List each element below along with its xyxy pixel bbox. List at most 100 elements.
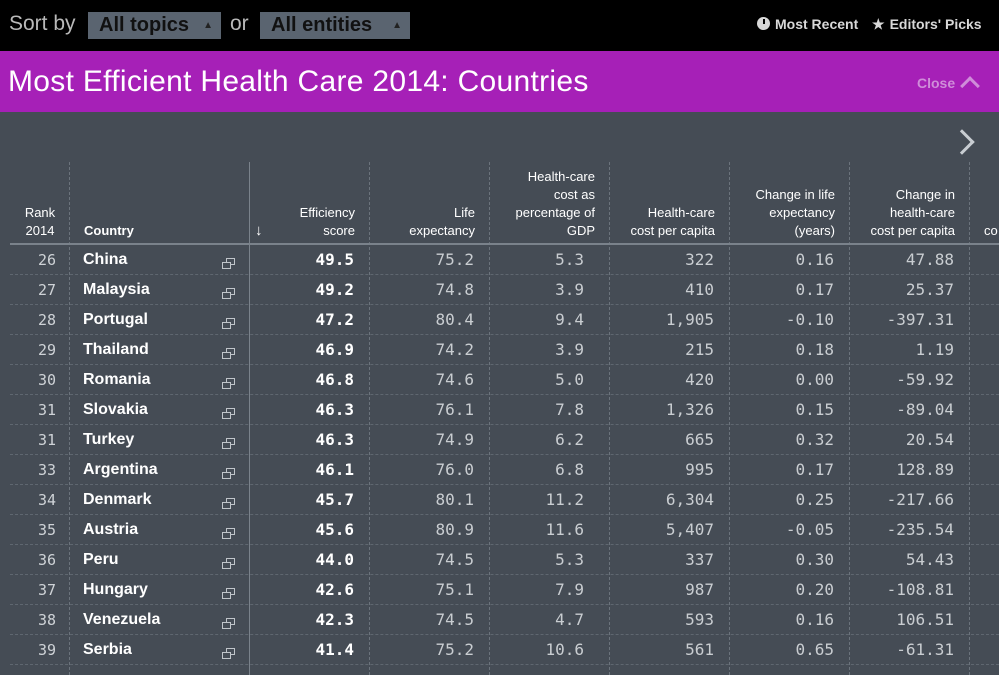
external-link-icon[interactable] — [222, 348, 235, 359]
external-link-icon[interactable] — [222, 408, 235, 419]
efficiency-score-cell: 45.7 — [315, 490, 354, 509]
table-row[interactable]: 37 Hungary 42.6 75.1 7.9 987 0.20 -108.81 — [10, 575, 999, 605]
cost-per-capita-cell: 995 — [685, 460, 714, 479]
external-link-icon[interactable] — [222, 648, 235, 659]
external-link-icon[interactable] — [222, 468, 235, 479]
country-name[interactable]: Serbia — [83, 641, 132, 658]
external-link-icon[interactable] — [222, 378, 235, 389]
table-row[interactable]: 39 Serbia 41.4 75.2 10.6 561 0.65 -61.31 — [10, 635, 999, 665]
sort-arrow-icon[interactable]: ↓ — [255, 222, 263, 239]
table-row[interactable]: 31 Turkey 46.3 74.9 6.2 665 0.32 20.54 — [10, 425, 999, 455]
column-divider — [369, 162, 370, 675]
external-link-icon[interactable] — [222, 498, 235, 509]
table-row[interactable]: 31 Slovakia 46.3 76.1 7.8 1,326 0.15 -89.04 — [10, 395, 999, 425]
cost-per-capita-cell: 420 — [685, 370, 714, 389]
entities-select[interactable]: All entities ▲ — [260, 12, 410, 39]
country-name[interactable]: Austria — [83, 521, 139, 538]
topics-select[interactable]: All topics ▲ — [88, 12, 221, 39]
header-chcost-line3: cost per capita — [870, 223, 955, 238]
star-icon: ★ — [872, 16, 885, 32]
cost-per-capita-cell: 561 — [685, 640, 714, 659]
editors-picks-link[interactable]: ★ Editors' Picks — [872, 16, 982, 33]
table-row[interactable]: 34 Denmark 45.7 80.1 11.2 6,304 0.25 -217.66 — [10, 485, 999, 515]
table-row[interactable]: 38 Venezuela 42.3 74.5 4.7 593 0.16 106.51 — [10, 605, 999, 635]
table-row[interactable]: 26 China 49.5 75.2 5.3 322 0.16 47.88 — [10, 245, 999, 275]
table-row[interactable]: 29 Thailand 46.9 74.2 3.9 215 0.18 1.19 — [10, 335, 999, 365]
external-link-icon[interactable] — [222, 318, 235, 329]
rank-cell: 35 — [37, 521, 56, 539]
cost-gdp-cell: 11.2 — [545, 490, 584, 509]
external-link-icon[interactable] — [222, 558, 235, 569]
header-country-label: Country — [84, 223, 134, 238]
life-expectancy-cell: 80.1 — [435, 490, 474, 509]
cost-gdp-cell: 5.3 — [555, 250, 584, 269]
rank-cell: 30 — [37, 371, 56, 389]
rank-cell: 28 — [37, 311, 56, 329]
chevron-right-icon[interactable] — [949, 129, 975, 155]
country-name[interactable]: Peru — [83, 551, 119, 568]
change-life-cell: 0.25 — [795, 490, 834, 509]
close-button[interactable]: Close — [917, 75, 981, 96]
change-cost-cell: -217.66 — [886, 490, 954, 509]
header-change-life[interactable]: Change in life expectancy (years) — [735, 165, 836, 240]
country-name[interactable]: Hungary — [83, 581, 148, 598]
change-life-cell: 0.30 — [795, 550, 834, 569]
header-cost-per-capita[interactable]: Health-care cost per capita — [615, 165, 715, 240]
life-expectancy-cell: 74.8 — [435, 280, 474, 299]
external-link-icon[interactable] — [222, 258, 235, 269]
country-name[interactable]: Thailand — [83, 341, 149, 358]
country-name[interactable]: Venezuela — [83, 611, 161, 628]
table-row[interactable]: 27 Malaysia 49.2 74.8 3.9 410 0.17 25.37 — [10, 275, 999, 305]
external-link-icon[interactable] — [222, 588, 235, 599]
column-divider — [249, 162, 250, 675]
cost-gdp-cell: 7.8 — [555, 400, 584, 419]
header-chlife-line1: Change in life — [755, 187, 836, 202]
table-row[interactable]: 30 Romania 46.8 74.6 5.0 420 0.00 -59.92 — [10, 365, 999, 395]
cost-gdp-cell: 6.8 — [555, 460, 584, 479]
life-expectancy-cell: 75.2 — [435, 250, 474, 269]
rank-cell: 26 — [37, 251, 56, 269]
external-link-icon[interactable] — [222, 618, 235, 629]
country-name[interactable]: Turkey — [83, 431, 135, 448]
country-name[interactable]: Argentina — [83, 461, 158, 478]
life-expectancy-cell: 74.5 — [435, 550, 474, 569]
header-efficiency-score[interactable]: Efficiency score — [270, 165, 355, 240]
table-row[interactable]: 35 Austria 45.6 80.9 11.6 5,407 -0.05 -235.54 — [10, 515, 999, 545]
external-link-icon[interactable] — [222, 288, 235, 299]
table-row[interactable]: 33 Argentina 46.1 76.0 6.8 995 0.17 128.89 — [10, 455, 999, 485]
change-life-cell: 0.16 — [795, 250, 834, 269]
header-life-expectancy[interactable]: Life expectancy — [380, 165, 475, 240]
table-row[interactable]: 28 Portugal 47.2 80.4 9.4 1,905 -0.10 -397.31 — [10, 305, 999, 335]
most-recent-link[interactable]: Most Recent — [757, 16, 858, 32]
efficiency-score-cell: 46.3 — [315, 430, 354, 449]
country-name[interactable]: Romania — [83, 371, 151, 388]
header-change-cost[interactable]: Change in health-care cost per capita — [855, 165, 955, 240]
header-partial[interactable]: co — [984, 223, 998, 238]
country-name[interactable]: Denmark — [83, 491, 152, 508]
external-link-icon[interactable] — [222, 528, 235, 539]
header-country[interactable]: Country — [84, 165, 234, 240]
header-cost-line2: cost per capita — [630, 223, 715, 238]
clock-icon — [757, 17, 770, 30]
change-life-cell: 0.17 — [795, 460, 834, 479]
header-efficiency-line1: Efficiency — [299, 205, 355, 220]
cost-per-capita-cell: 337 — [685, 550, 714, 569]
topics-select-value: All topics — [99, 14, 190, 36]
header-gdp-line1: Health-care — [527, 169, 595, 184]
most-recent-label: Most Recent — [775, 16, 859, 32]
life-expectancy-cell: 74.9 — [435, 430, 474, 449]
life-expectancy-cell: 76.0 — [435, 460, 474, 479]
table-row[interactable]: 36 Peru 44.0 74.5 5.3 337 0.30 54.43 — [10, 545, 999, 575]
external-link-icon[interactable] — [222, 438, 235, 449]
country-name[interactable]: Malaysia — [83, 281, 150, 298]
country-name[interactable]: China — [83, 251, 128, 268]
change-cost-cell: -235.54 — [886, 520, 954, 539]
column-divider — [609, 162, 610, 675]
header-rank[interactable]: Rank 2014 — [14, 165, 66, 240]
country-name[interactable]: Portugal — [83, 311, 148, 328]
header-cost-gdp[interactable]: Health-care cost as percentage of GDP — [495, 165, 595, 240]
cost-gdp-cell: 6.2 — [555, 430, 584, 449]
country-name[interactable]: Slovakia — [83, 401, 148, 418]
header-life-line1: Life — [454, 205, 475, 220]
rank-cell: 33 — [37, 461, 56, 479]
